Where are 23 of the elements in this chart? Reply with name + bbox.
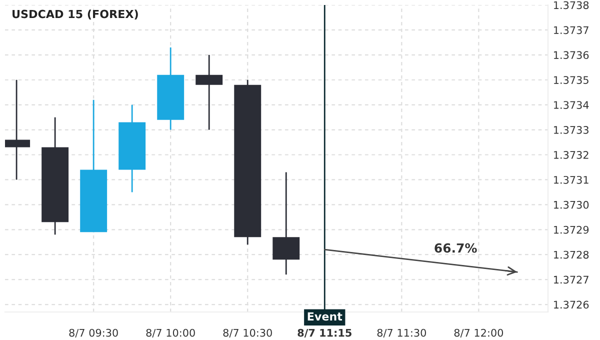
candlestick (196, 54, 223, 130)
chart-title: USDCAD 15 (FOREX) (12, 10, 138, 20)
y-tick-label: 1.3733 (554, 126, 588, 134)
y-tick-label: 1.3731 (554, 176, 588, 184)
x-tick-label: 8/7 09:30 (69, 328, 118, 338)
y-tick-label: 1.3729 (554, 226, 589, 234)
y-tick-label: 1.3734 (554, 101, 589, 109)
y-tick-label: 1.3737 (554, 26, 588, 34)
x-tick-label: 8/7 11:15 (298, 328, 352, 338)
x-tick-label: 8/7 10:30 (223, 328, 272, 338)
y-tick-label: 1.3730 (554, 200, 589, 209)
x-tick-label: 8/7 11:30 (377, 328, 426, 338)
x-tick-label: 8/7 12:00 (454, 328, 504, 338)
y-tick-label: 1.3735 (554, 76, 588, 84)
annotation: 66.7% (434, 243, 477, 253)
y-tick-label: 1.3727 (554, 276, 588, 284)
y-tick-label: 1.3738 (554, 1, 589, 10)
y-tick-label: 1.3726 (554, 300, 589, 309)
x-tick-label: 8/7 10:00 (146, 328, 195, 338)
y-tick-label: 1.3736 (554, 51, 589, 60)
y-tick-label: 1.3732 (554, 150, 588, 159)
ref-line-label: Event (308, 312, 342, 321)
y-tick-label: 1.3728 (554, 250, 589, 259)
